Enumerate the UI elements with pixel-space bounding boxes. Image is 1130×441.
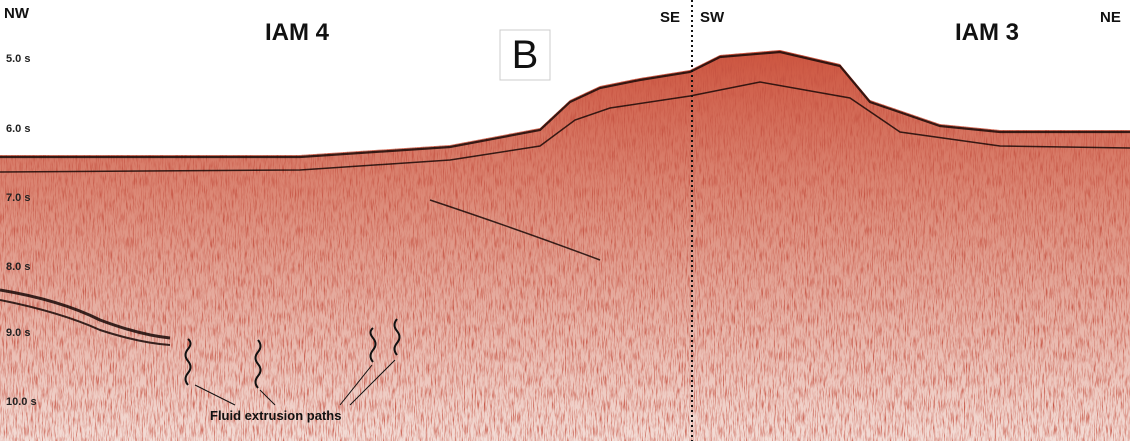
- annotation-arrows: [194, 359, 396, 406]
- time-label: 7.0 s: [6, 192, 30, 204]
- direction-label: NE: [1100, 9, 1121, 26]
- time-label: 5.0 s: [6, 53, 30, 65]
- fluid-paths: [184, 318, 401, 389]
- annotation: Fluid extrusion paths: [210, 408, 341, 423]
- direction-label: SE: [660, 9, 680, 26]
- time-axis: 5.0 s 6.0 s 7.0 s 8.0 s 9.0 s 10.0 s: [6, 53, 37, 408]
- direction-label: NW: [4, 5, 30, 22]
- direction-label: SW: [700, 9, 725, 26]
- panel-box: [499, 29, 551, 81]
- time-label: 10.0 s: [6, 396, 37, 408]
- time-label: 8.0 s: [6, 261, 30, 273]
- panel-label: B: [512, 33, 539, 77]
- time-label: 6.0 s: [6, 123, 30, 135]
- profile-name: IAM 3: [955, 19, 1019, 46]
- profile-name: IAM 4: [265, 19, 330, 46]
- time-label: 9.0 s: [6, 327, 30, 339]
